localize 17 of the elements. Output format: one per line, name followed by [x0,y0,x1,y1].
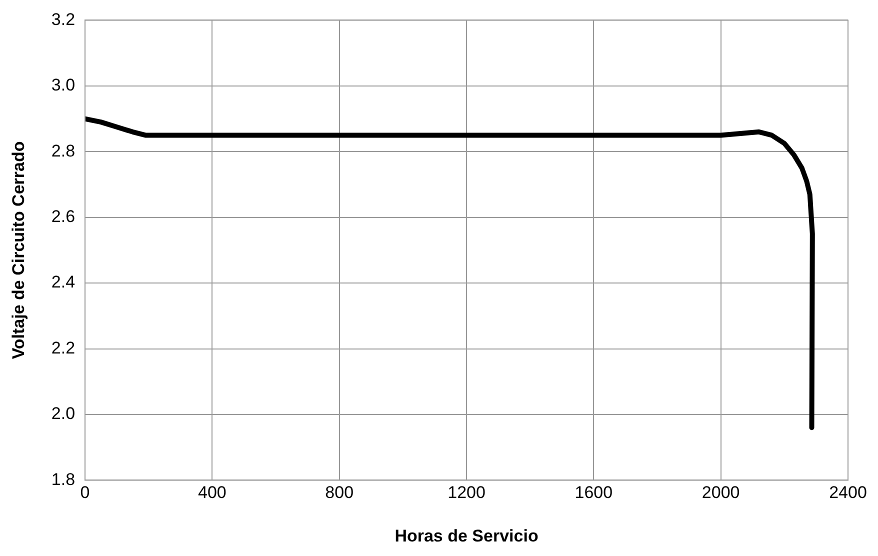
x-tick-label: 2000 [702,483,740,502]
y-tick-label: 1.8 [51,470,76,489]
y-axis-title: Voltaje de Circuito Cerrado [8,141,28,360]
x-tick-label: 400 [198,483,226,502]
y-tick-label: 2.4 [51,272,76,292]
x-tick-label: 1600 [574,483,613,502]
x-tick-label: 0 [80,483,90,502]
x-tick-label: 1200 [448,483,486,502]
y-tick-label: 3.2 [51,10,76,29]
x-tick-label: 800 [325,483,354,502]
x-tick-label: 2400 [829,483,867,502]
x-axis-title: Horas de Servicio [394,526,538,546]
y-tick-label: 2.0 [51,404,76,424]
y-tick-label: 3.0 [51,76,76,95]
y-tick-label: 2.6 [51,207,76,226]
y-tick-label: 2.8 [51,141,76,160]
y-tick-label: 2.2 [51,338,76,358]
